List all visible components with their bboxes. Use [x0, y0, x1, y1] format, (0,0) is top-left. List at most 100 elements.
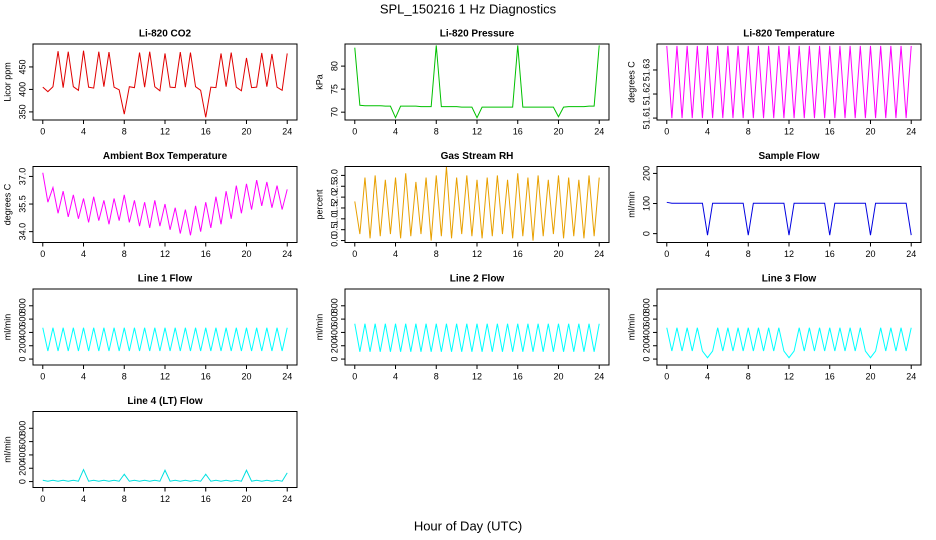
data-line: [354, 45, 600, 119]
data-line: [42, 50, 288, 118]
x-tick-label: 8: [122, 126, 127, 136]
y-tick-label: 0: [329, 357, 339, 362]
y-tick-label: 34.0: [17, 223, 27, 241]
x-tick-label: 20: [241, 126, 251, 136]
plot-frame: [656, 166, 922, 243]
x-tick-label: 12: [472, 371, 482, 381]
panel-title: Line 2 Flow: [450, 274, 505, 285]
y-tick-label: 0: [17, 479, 27, 484]
panel-title: Line 4 (LT) Flow: [127, 396, 203, 407]
y-tick-label: 600: [641, 312, 651, 327]
y-tick-label: 600: [329, 312, 339, 327]
y-tick-label: 800: [329, 298, 339, 313]
x-tick-label: 8: [434, 249, 439, 259]
x-tick-label: 24: [906, 371, 916, 381]
y-tick-label: 2.5: [329, 180, 339, 193]
x-tick-label: 12: [472, 126, 482, 136]
x-tick-label: 0: [664, 371, 669, 381]
y-tick-label: 37.0: [17, 168, 27, 186]
y-tick-label: 400: [641, 325, 651, 340]
data-line: [354, 323, 600, 352]
y-tick-label: 100: [641, 196, 651, 211]
data-line: [42, 468, 288, 482]
y-tick-label: 200: [17, 461, 27, 476]
x-tick-label: 24: [594, 249, 604, 259]
x-tick-label: 8: [434, 371, 439, 381]
x-tick-label: 12: [472, 249, 482, 259]
x-tick-label: 0: [664, 249, 669, 259]
x-tick-label: 16: [825, 126, 835, 136]
x-tick-label: 12: [160, 249, 170, 259]
panel-title: Ambient Box Temperature: [103, 151, 228, 162]
x-tick-label: 20: [553, 126, 563, 136]
x-tick-label: 24: [282, 494, 292, 504]
y-axis-label: Licor ppm: [2, 62, 12, 102]
y-axis-label: ml/min: [2, 436, 12, 463]
y-tick-label: 0: [17, 357, 27, 362]
y-tick-label: 800: [641, 298, 651, 313]
x-tick-label: 8: [746, 371, 751, 381]
y-tick-label: 75: [329, 84, 339, 94]
data-line: [666, 45, 912, 119]
x-tick-label: 24: [282, 126, 292, 136]
y-tick-label: 2.0: [329, 191, 339, 204]
plot-frame: [656, 288, 922, 366]
x-tick-label: 8: [122, 494, 127, 504]
x-tick-label: 20: [241, 371, 251, 381]
y-axis-label: ml/min: [626, 191, 636, 218]
x-tick-label: 0: [40, 494, 45, 504]
x-tick-label: 4: [81, 249, 86, 259]
figure-title: SPL_150216 1 Hz Diagnostics: [380, 1, 557, 16]
x-tick-label: 24: [906, 249, 916, 259]
y-tick-label: 600: [17, 434, 27, 449]
x-tick-label: 24: [282, 249, 292, 259]
x-tick-label: 8: [746, 249, 751, 259]
y-tick-label: 200: [641, 338, 651, 353]
x-tick-label: 0: [352, 371, 357, 381]
x-tick-label: 8: [434, 126, 439, 136]
x-tick-label: 16: [513, 126, 523, 136]
x-tick-label: 4: [393, 371, 398, 381]
x-tick-label: 16: [201, 126, 211, 136]
y-tick-label: 350: [17, 104, 27, 119]
y-axis-label: degrees C: [626, 61, 636, 103]
y-tick-label: 51.62: [641, 83, 651, 106]
x-tick-label: 4: [81, 371, 86, 381]
panel-title: Li-820 Pressure: [440, 29, 515, 40]
x-tick-label: 24: [282, 371, 292, 381]
y-tick-label: 0: [641, 357, 651, 362]
panel-title: Li-820 CO2: [139, 29, 192, 40]
y-tick-label: 51.61: [641, 107, 651, 130]
x-tick-label: 0: [40, 371, 45, 381]
x-tick-label: 4: [393, 249, 398, 259]
x-tick-label: 4: [81, 126, 86, 136]
y-tick-label: 450: [17, 59, 27, 74]
x-tick-label: 0: [664, 126, 669, 136]
panel-title: Sample Flow: [758, 151, 819, 162]
panel-title: Line 3 Flow: [762, 274, 817, 285]
x-tick-label: 24: [906, 126, 916, 136]
y-axis-label: degrees C: [2, 183, 12, 225]
y-axis-label: ml/min: [626, 314, 636, 341]
plot-frame: [32, 288, 298, 366]
x-tick-label: 20: [241, 494, 251, 504]
x-tick-label: 16: [201, 371, 211, 381]
x-tick-label: 20: [865, 371, 875, 381]
plot-frame: [344, 166, 610, 243]
x-tick-label: 20: [553, 249, 563, 259]
x-tick-label: 24: [594, 126, 604, 136]
x-tick-label: 4: [81, 494, 86, 504]
data-line: [666, 201, 912, 236]
x-tick-label: 4: [705, 249, 710, 259]
x-tick-label: 16: [513, 371, 523, 381]
y-tick-label: 400: [329, 325, 339, 340]
y-axis-label: ml/min: [2, 314, 12, 341]
y-tick-label: 0: [641, 231, 651, 236]
y-tick-label: 800: [17, 298, 27, 313]
y-tick-label: 3.0: [329, 169, 339, 182]
x-tick-label: 12: [784, 371, 794, 381]
x-tick-label: 4: [705, 371, 710, 381]
x-tick-label: 8: [122, 249, 127, 259]
x-tick-label: 24: [594, 371, 604, 381]
